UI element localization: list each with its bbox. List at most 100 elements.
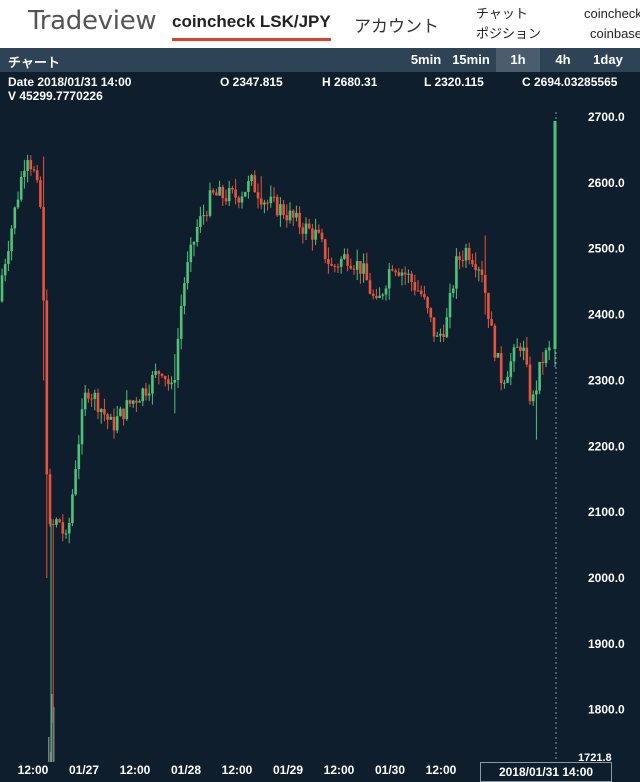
candle-body bbox=[87, 392, 90, 399]
candle-body bbox=[32, 169, 36, 171]
candle-body bbox=[311, 228, 314, 240]
timeframe-1day[interactable]: 1day bbox=[593, 52, 623, 67]
candle-body bbox=[157, 371, 161, 374]
menu-position[interactable]: ポジション bbox=[476, 26, 542, 41]
candle-body bbox=[39, 180, 42, 207]
candle-body bbox=[55, 519, 58, 525]
candle-body bbox=[544, 350, 548, 364]
candle-body bbox=[224, 198, 228, 202]
candle-body bbox=[301, 227, 305, 234]
price-tick-label: 2000.0 bbox=[588, 571, 625, 585]
time-tick-label: 01/29 bbox=[273, 763, 303, 777]
price-tick-label: 2400.0 bbox=[588, 308, 625, 322]
price-tick-label: 1800.0 bbox=[588, 703, 625, 717]
candle-body bbox=[250, 175, 253, 182]
time-tick-label: 12:00 bbox=[324, 763, 355, 777]
timeframe-1h[interactable]: 1h bbox=[496, 48, 540, 72]
time-tick-label: 12:00 bbox=[222, 763, 253, 777]
candle-body bbox=[227, 187, 231, 202]
tab-account[interactable]: アカウント bbox=[354, 17, 439, 36]
candle-body bbox=[138, 401, 141, 403]
candle-body bbox=[400, 272, 404, 276]
candle-body bbox=[144, 388, 148, 396]
candle-body bbox=[99, 409, 103, 413]
candle-body bbox=[464, 247, 468, 261]
volume-bar bbox=[51, 694, 53, 762]
timeframe-5min[interactable]: 5min bbox=[410, 52, 442, 67]
candle-body bbox=[211, 190, 215, 193]
candle-body bbox=[263, 202, 266, 205]
candle-body bbox=[125, 400, 129, 420]
candle-body bbox=[295, 212, 298, 218]
candle-body bbox=[266, 202, 269, 204]
menu-chat[interactable]: チャット bbox=[476, 6, 528, 21]
candle-body bbox=[413, 282, 417, 291]
candlestick-chart[interactable]: 2700.0 2600.0 2500.0 2400.0 2300.0 2200.0 2100… bbox=[0, 72, 640, 780]
timeframe-4h[interactable]: 4h bbox=[555, 52, 571, 67]
candle-body bbox=[19, 177, 23, 200]
candle-body bbox=[336, 266, 340, 268]
candle-body bbox=[275, 196, 279, 216]
candle-body bbox=[167, 379, 170, 385]
candle-body bbox=[141, 388, 145, 402]
app-logo[interactable]: Tradeview bbox=[28, 6, 157, 36]
candle-body bbox=[35, 170, 39, 181]
candle-body bbox=[480, 269, 484, 275]
candle-body bbox=[285, 215, 289, 221]
candle-body bbox=[323, 239, 327, 260]
price-tick-label: 2700.0 bbox=[588, 110, 625, 124]
candle-body bbox=[442, 333, 445, 338]
candle-body bbox=[218, 186, 221, 196]
ohlc-low: L 2320.115 bbox=[424, 75, 484, 89]
candle-body bbox=[298, 212, 301, 228]
crosshair-date-label: 2018/01/31 14:00 bbox=[480, 762, 612, 782]
candle-body bbox=[208, 190, 212, 216]
candle-body bbox=[349, 265, 353, 269]
menu-coincheck[interactable]: coincheck bbox=[584, 6, 640, 21]
candle-body bbox=[503, 382, 506, 384]
candle-body bbox=[119, 408, 122, 417]
time-tick-label: 01/27 bbox=[69, 763, 99, 777]
candle-body bbox=[375, 295, 378, 299]
candle-body bbox=[365, 263, 369, 281]
last-candle-body bbox=[553, 120, 557, 349]
candle-body bbox=[231, 187, 234, 190]
candle-body bbox=[509, 361, 513, 377]
candle-body bbox=[403, 272, 407, 275]
candle-body bbox=[359, 261, 362, 274]
menu-group-exchange: coincheck coinbase bbox=[584, 4, 640, 44]
time-tick-label: 01/28 bbox=[171, 763, 201, 777]
candle-body bbox=[448, 292, 452, 318]
candle-body bbox=[528, 364, 532, 402]
tab-pair[interactable]: coincheck LSK/JPY bbox=[172, 12, 331, 41]
candle-body bbox=[410, 273, 413, 283]
candle-body bbox=[327, 259, 330, 265]
candle-body bbox=[522, 347, 525, 351]
price-tick-label: 2100.0 bbox=[588, 505, 625, 519]
candle-body bbox=[243, 191, 247, 197]
candle-body bbox=[355, 261, 359, 270]
candle-body bbox=[435, 335, 439, 337]
candle-body bbox=[496, 353, 500, 358]
price-tick-label: 2500.0 bbox=[588, 242, 625, 256]
candle-body bbox=[58, 519, 61, 523]
candle-body bbox=[477, 269, 481, 271]
chart-title: チャート bbox=[8, 55, 60, 70]
candle-body bbox=[160, 373, 164, 376]
candle-body bbox=[48, 474, 52, 524]
candle-body bbox=[67, 522, 71, 534]
candle-body bbox=[419, 290, 423, 295]
candle-body bbox=[80, 409, 84, 445]
candle-body bbox=[384, 288, 388, 295]
candle-body bbox=[183, 283, 186, 306]
candle-body bbox=[304, 223, 308, 234]
candle-body bbox=[269, 196, 273, 204]
candle-body bbox=[471, 259, 474, 265]
candle-body bbox=[387, 269, 391, 289]
timeframe-15min[interactable]: 15min bbox=[452, 52, 490, 67]
price-chart[interactable]: 2700.0 2600.0 2500.0 2400.0 2300.0 2200.0 2100… bbox=[0, 72, 640, 780]
candle-body bbox=[154, 371, 157, 375]
menu-coinbase[interactable]: coinbase bbox=[590, 26, 640, 41]
candle-body bbox=[423, 294, 426, 298]
candle-body bbox=[538, 361, 541, 391]
